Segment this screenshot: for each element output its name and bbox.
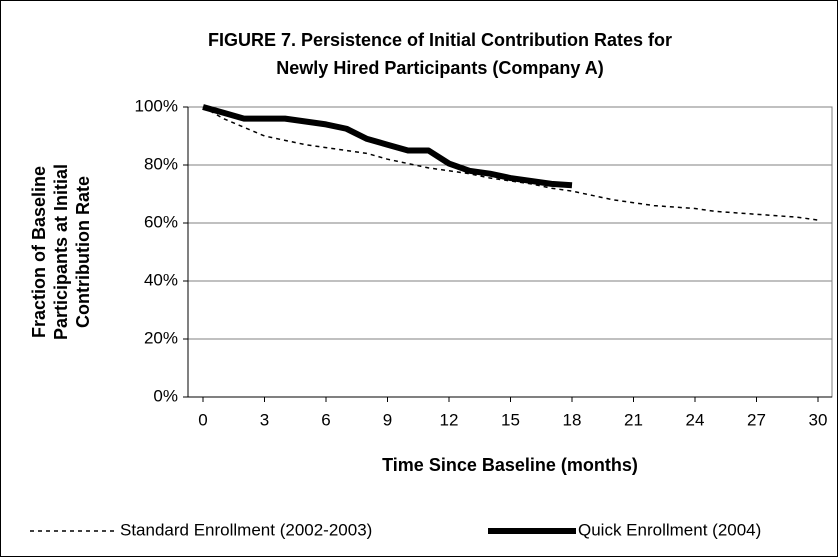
y-axis-title-line: Participants at Initial bbox=[51, 164, 71, 340]
x-tick-label: 3 bbox=[260, 410, 269, 429]
chart-title: Newly Hired Participants (Company A) bbox=[276, 58, 603, 78]
y-axis-title-line: Fraction of Baseline bbox=[29, 166, 49, 338]
y-tick-label: 80% bbox=[144, 154, 178, 173]
x-tick-label: 27 bbox=[747, 410, 766, 429]
x-tick-label: 24 bbox=[686, 410, 705, 429]
y-tick-label: 100% bbox=[135, 96, 178, 115]
y-tick-label: 0% bbox=[153, 386, 178, 405]
plot-area bbox=[187, 106, 833, 398]
x-tick-label: 21 bbox=[624, 410, 643, 429]
y-tick-label: 60% bbox=[144, 212, 178, 231]
x-tick-label: 12 bbox=[440, 410, 459, 429]
y-tick-label: 20% bbox=[144, 328, 178, 347]
y-axis-title-line: Contribution Rate bbox=[73, 176, 93, 328]
x-axis-title: Time Since Baseline (months) bbox=[382, 455, 638, 475]
x-tick-label: 6 bbox=[321, 410, 330, 429]
y-tick-label: 40% bbox=[144, 270, 178, 289]
x-tick-label: 30 bbox=[809, 410, 828, 429]
y-axis-title: Fraction of Baseline Participants at Ini… bbox=[29, 164, 93, 340]
x-tick-label: 18 bbox=[563, 410, 582, 429]
x-tick-label: 9 bbox=[383, 410, 392, 429]
chart-title: FIGURE 7. Persistence of Initial Contrib… bbox=[208, 30, 672, 50]
series-line bbox=[202, 104, 573, 189]
x-tick-label: 15 bbox=[501, 410, 520, 429]
legend-label: Quick Enrollment (2004) bbox=[578, 520, 761, 539]
legend-label: Standard Enrollment (2002-2003) bbox=[120, 520, 372, 539]
x-tick-label: 0 bbox=[198, 410, 207, 429]
